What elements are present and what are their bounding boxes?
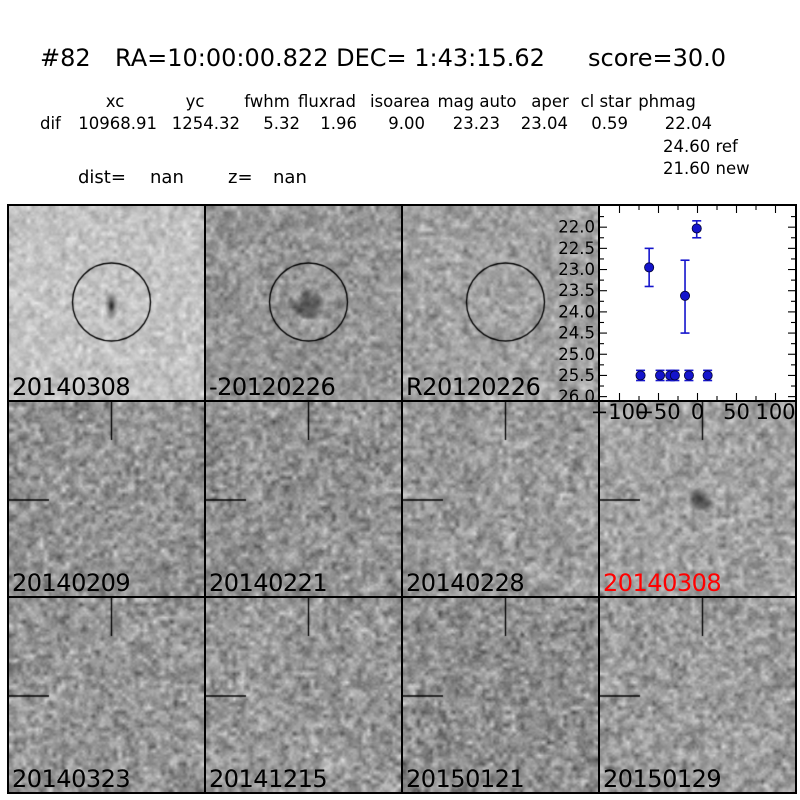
z-label: z= xyxy=(228,167,253,188)
cutout-panel: 20150129 xyxy=(600,598,795,792)
value-clstar: 0.59 xyxy=(591,114,628,133)
score-value: score=30.0 xyxy=(588,44,726,72)
col-header-xc: xc xyxy=(106,92,125,111)
svg-text:23.5: 23.5 xyxy=(558,281,595,300)
cutout-grid: 20140308 -20120226 R20120226 22.0 22.5 23.… xyxy=(7,204,797,794)
panel-date-label-highlighted: 20140308 xyxy=(603,571,721,596)
panel-date-label: 20150121 xyxy=(406,767,524,792)
cutout-image xyxy=(600,598,795,792)
cutout-image xyxy=(206,206,401,400)
transient-candidate-figure: #82 RA=10:00:00.822 DEC= 1:43:15.62 scor… xyxy=(0,0,800,800)
phmag-ref: 24.60 ref xyxy=(663,137,738,156)
cutout-panel: 20150121 xyxy=(403,598,598,792)
svg-text:24.0: 24.0 xyxy=(558,302,595,321)
col-header-aper: aper xyxy=(531,92,569,111)
lightcurve-panel: 22.0 22.5 23.0 23.5 24.0 24.5 25.0 25.5 26.0 −100… xyxy=(600,206,795,400)
dist-value: nan xyxy=(150,167,184,188)
panel-date-label: R20120226 xyxy=(406,375,540,400)
cutout-panel: 20141215 xyxy=(206,598,401,792)
value-aper: 23.04 xyxy=(521,114,568,133)
cutout-image xyxy=(9,598,204,792)
cutout-panel-dif: 20140308 xyxy=(9,206,204,400)
row-label-dif: dif xyxy=(40,114,61,133)
svg-text:24.5: 24.5 xyxy=(558,324,595,343)
col-header-yc: yc xyxy=(186,92,205,111)
value-phmag: 22.04 xyxy=(665,114,712,133)
value-fluxrad: 1.96 xyxy=(320,114,357,133)
col-header-fluxrad: fluxrad xyxy=(298,92,356,111)
svg-text:26.0: 26.0 xyxy=(558,387,595,406)
panel-date-label: 20140228 xyxy=(406,571,524,596)
svg-text:22.5: 22.5 xyxy=(558,239,595,258)
cutout-image xyxy=(206,402,401,596)
panel-date-label: 20150129 xyxy=(603,767,721,792)
cutout-image xyxy=(206,598,401,792)
value-xc: 10968.91 xyxy=(78,114,157,133)
z-value: nan xyxy=(273,167,307,188)
panel-date-label: 20140308 xyxy=(12,375,130,400)
col-header-magauto: mag auto xyxy=(437,92,516,111)
candidate-id: #82 xyxy=(40,44,91,72)
panel-date-label: -20120226 xyxy=(209,375,335,400)
phmag-new: 21.60 new xyxy=(663,159,750,178)
panel-date-label: 20140209 xyxy=(12,571,130,596)
cutout-image xyxy=(600,402,795,596)
dist-label: dist= xyxy=(78,167,126,188)
cutout-panel: 20140323 xyxy=(9,598,204,792)
value-magauto: 23.23 xyxy=(453,114,500,133)
lightcurve-plot: 22.022.523.023.524.024.525.025.526.0−100… xyxy=(600,206,795,400)
cutout-panel-detection: 20140308 xyxy=(600,402,795,596)
coordinates: RA=10:00:00.822 DEC= 1:43:15.62 xyxy=(115,44,545,72)
col-header-clstar: cl star xyxy=(581,92,632,111)
svg-text:0: 0 xyxy=(691,400,704,424)
svg-text:50: 50 xyxy=(723,400,750,424)
cutout-panel: 20140209 xyxy=(9,402,204,596)
col-header-isoarea: isoarea xyxy=(370,92,430,111)
value-isoarea: 9.00 xyxy=(388,114,425,133)
svg-text:23.0: 23.0 xyxy=(558,260,595,279)
value-fwhm: 5.32 xyxy=(263,114,300,133)
cutout-image xyxy=(403,402,598,596)
svg-text:22.0: 22.0 xyxy=(558,218,595,237)
panel-date-label: 20140221 xyxy=(209,571,327,596)
value-yc: 1254.32 xyxy=(172,114,240,133)
cutout-panel-ref: -20120226 xyxy=(206,206,401,400)
svg-text:25.0: 25.0 xyxy=(558,345,595,364)
cutout-panel: 20140221 xyxy=(206,402,401,596)
panel-date-label: 20141215 xyxy=(209,767,327,792)
col-header-fwhm: fwhm xyxy=(244,92,290,111)
cutout-image xyxy=(403,598,598,792)
svg-text:−50: −50 xyxy=(636,400,680,424)
cutout-image xyxy=(9,206,204,400)
col-header-phmag: phmag xyxy=(638,92,696,111)
svg-text:100: 100 xyxy=(755,400,795,424)
cutout-image xyxy=(9,402,204,596)
panel-date-label: 20140323 xyxy=(12,767,130,792)
svg-text:25.5: 25.5 xyxy=(558,366,595,385)
cutout-panel: 20140228 xyxy=(403,402,598,596)
